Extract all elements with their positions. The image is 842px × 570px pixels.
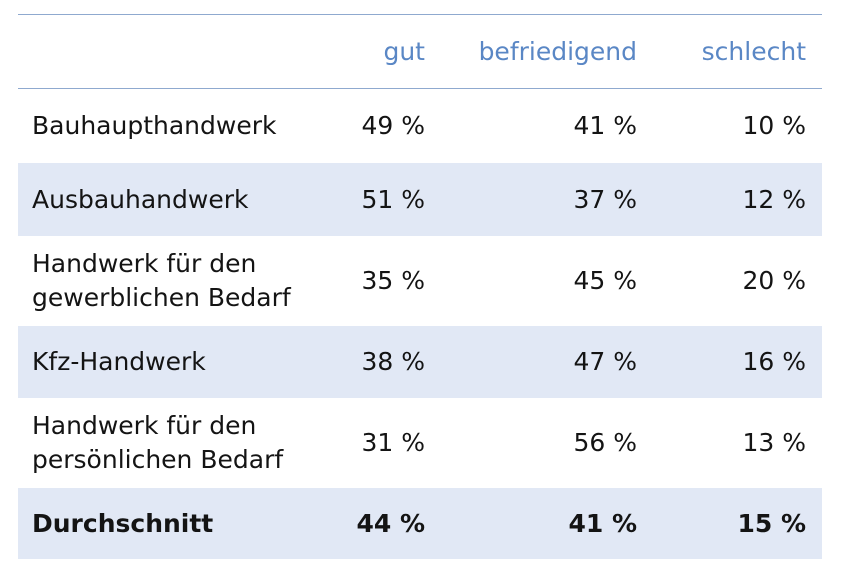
row-label: Kfz-Handwerk xyxy=(18,345,343,379)
row-label: Durchschnitt xyxy=(18,507,343,541)
cell-schlecht: 10 % xyxy=(742,111,806,140)
table-row: Bauhaupthandwerk 49 % 41 % 10 % xyxy=(18,89,822,163)
row-label-line: Ausbauhandwerk xyxy=(32,184,249,214)
row-label-line: gewerblichen Bedarf xyxy=(32,283,291,312)
table-row-average: Durchschnitt 44 % 41 % 15 % xyxy=(18,488,822,559)
cell-gut: 49 % xyxy=(361,111,425,140)
row-label-line: Handwerk für den xyxy=(32,411,257,440)
cell-befriedigend: 37 % xyxy=(573,184,637,214)
cell-befriedigend: 41 % xyxy=(568,508,637,538)
cell-befriedigend: 47 % xyxy=(573,347,637,376)
cell-schlecht: 16 % xyxy=(742,347,806,376)
cell-befriedigend: 56 % xyxy=(573,428,637,457)
row-label: Handwerk für den persönlichen Bedarf xyxy=(18,409,343,477)
cell-gut: 38 % xyxy=(361,347,425,376)
header-gut: gut xyxy=(383,36,425,66)
table-row: Kfz-Handwerk 38 % 47 % 16 % xyxy=(18,326,822,398)
row-label-line: Bauhaupthandwerk xyxy=(32,111,277,140)
cell-gut: 35 % xyxy=(361,266,425,295)
cell-gut: 51 % xyxy=(361,184,425,214)
row-label-line: Handwerk für den xyxy=(32,249,257,278)
row-label-line: Durchschnitt xyxy=(32,508,214,538)
row-label: Handwerk für den gewerblichen Bedarf xyxy=(18,247,343,315)
cell-schlecht: 20 % xyxy=(742,266,806,295)
row-label-line: Kfz-Handwerk xyxy=(32,347,206,376)
cell-schlecht: 12 % xyxy=(742,184,806,214)
header-befriedigend: befriedigend xyxy=(478,36,637,66)
table-row: Handwerk für den gewerblichen Bedarf 35 … xyxy=(18,236,822,326)
row-label-line: persönlichen Bedarf xyxy=(32,445,284,474)
cell-befriedigend: 45 % xyxy=(573,266,637,295)
header-schlecht: schlecht xyxy=(701,36,806,66)
table-row: Handwerk für den persönlichen Bedarf 31 … xyxy=(18,398,822,488)
cell-befriedigend: 41 % xyxy=(573,111,637,140)
rating-table: gut befriedigend schlecht Bauhaupthandwe… xyxy=(18,14,822,559)
cell-schlecht: 13 % xyxy=(742,428,806,457)
table-row: Ausbauhandwerk 51 % 37 % 12 % xyxy=(18,163,822,236)
table-header-row: gut befriedigend schlecht xyxy=(18,15,822,89)
cell-schlecht: 15 % xyxy=(737,508,806,538)
row-label: Bauhaupthandwerk xyxy=(18,109,343,143)
cell-gut: 31 % xyxy=(361,428,425,457)
row-label: Ausbauhandwerk xyxy=(18,183,343,217)
cell-gut: 44 % xyxy=(356,508,425,538)
